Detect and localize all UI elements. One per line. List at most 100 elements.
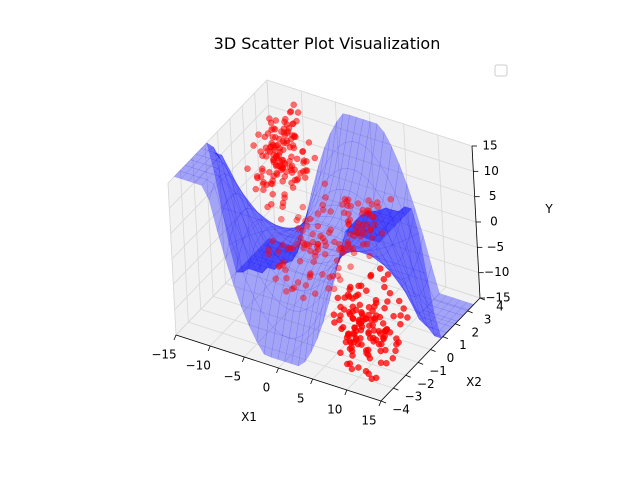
surface-patch xyxy=(345,114,357,143)
scatter-point xyxy=(379,320,387,327)
grid-line xyxy=(268,104,474,172)
scatter-point xyxy=(295,225,302,232)
scatter-point xyxy=(321,250,329,258)
surface-patch xyxy=(236,183,251,204)
scatter-point xyxy=(333,257,341,264)
surface-patch xyxy=(275,228,289,235)
scatter-point xyxy=(257,148,264,155)
surface-patch xyxy=(315,224,329,233)
surface-patch xyxy=(229,168,244,194)
scatter-point xyxy=(352,228,360,235)
surface-patch xyxy=(358,230,372,239)
y-tick-mark xyxy=(430,349,436,352)
surface-patch xyxy=(322,225,336,235)
surface-patch xyxy=(310,310,322,353)
scatter-point xyxy=(346,244,353,251)
scatter-point xyxy=(299,148,306,156)
surface-patch xyxy=(426,326,441,337)
surface-patch xyxy=(308,165,319,209)
surface-patch xyxy=(285,234,299,244)
scatter-point xyxy=(339,324,347,331)
scatter-point xyxy=(357,232,364,240)
scatter-point xyxy=(272,134,279,141)
y-tick-mark xyxy=(467,310,473,314)
surface-patch xyxy=(306,243,319,254)
scatter-point xyxy=(359,210,366,218)
surface-patch xyxy=(224,173,239,195)
surface-patch xyxy=(370,189,384,219)
surface-patch xyxy=(262,244,276,268)
surface-patch xyxy=(338,227,350,261)
grid-line xyxy=(250,257,456,325)
surface-patch xyxy=(306,209,319,222)
surface-patch xyxy=(213,169,229,210)
scatter-point xyxy=(273,152,280,160)
surface-patch xyxy=(379,226,393,248)
surface-patch xyxy=(295,259,309,275)
scatter-point xyxy=(378,230,386,237)
scatter-point xyxy=(309,238,317,246)
scatter-point xyxy=(297,234,304,242)
scatter-point xyxy=(326,274,333,281)
y-tick-label: −3 xyxy=(405,390,423,404)
surface-patch xyxy=(384,265,399,283)
surface-patch xyxy=(274,233,288,245)
scatter-point xyxy=(344,238,351,246)
surface-patch xyxy=(212,168,226,177)
surface-patch xyxy=(381,251,396,267)
surface-patch xyxy=(316,296,328,340)
scatter-point xyxy=(372,374,380,382)
surface-patch xyxy=(318,240,332,249)
surface-patch xyxy=(412,302,427,327)
scatter-point xyxy=(269,237,277,245)
surface-patch xyxy=(253,272,266,311)
surface-patch xyxy=(356,243,370,252)
surface-patch xyxy=(199,171,213,180)
surface-patch xyxy=(283,229,298,235)
scatter-point xyxy=(370,315,378,322)
surface-patch xyxy=(271,248,285,257)
surface-patch xyxy=(262,220,276,231)
surface-patch xyxy=(220,159,236,193)
surface-patch xyxy=(311,195,324,215)
surface-patch xyxy=(187,175,201,184)
surface-patch xyxy=(298,208,310,233)
surface-patch xyxy=(331,244,345,251)
scatter-point xyxy=(294,214,302,221)
x-tick-mark xyxy=(378,400,382,407)
surface-patch xyxy=(376,221,389,230)
surface-patch xyxy=(279,258,293,265)
surface-patch xyxy=(405,284,421,315)
surface-patch xyxy=(369,218,383,228)
scatter-point xyxy=(348,347,356,355)
scatter-point xyxy=(291,176,299,184)
scatter-point xyxy=(365,304,373,311)
surface-patch xyxy=(255,249,269,274)
surface-patch xyxy=(370,226,384,235)
surface-patch xyxy=(249,295,261,343)
surface-patch xyxy=(339,225,351,256)
surface-patch xyxy=(292,220,305,238)
surface-patch xyxy=(355,231,369,245)
surface-patch xyxy=(312,206,326,219)
surface-patch xyxy=(389,264,403,280)
surface-patch xyxy=(335,251,348,263)
scatter-point xyxy=(366,334,374,342)
surface-patch xyxy=(344,225,358,234)
surface-patch xyxy=(333,250,347,256)
surface-patch xyxy=(241,278,254,327)
scatter-point xyxy=(296,258,304,265)
surface-patch xyxy=(272,256,286,265)
surface-patch xyxy=(443,311,457,320)
surface-patch xyxy=(330,237,344,246)
surface-patch xyxy=(281,227,295,231)
surface-patch xyxy=(338,113,350,147)
surface-patch xyxy=(393,212,407,221)
surface-patch xyxy=(320,216,334,227)
scatter-point xyxy=(341,195,349,203)
surface-patch xyxy=(284,337,297,364)
surface-patch xyxy=(413,255,427,294)
surface-patch xyxy=(301,224,315,230)
scatter-point xyxy=(259,165,266,173)
surface-patch xyxy=(398,206,413,240)
